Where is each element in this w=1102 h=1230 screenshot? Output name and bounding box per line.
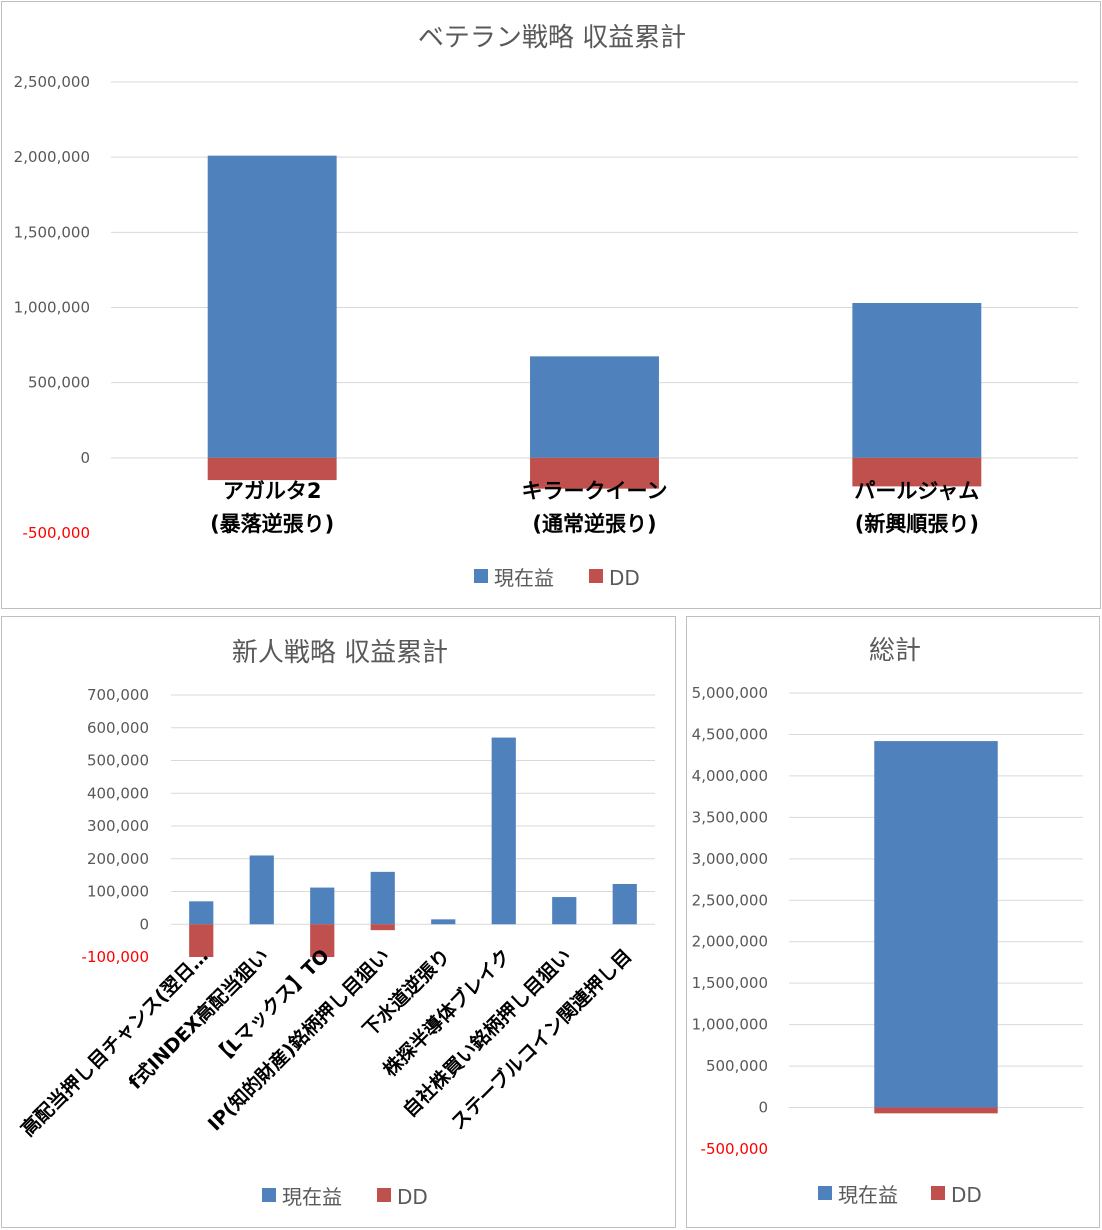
y-tick-label: 400,000 — [87, 784, 149, 802]
legend-label-current: 現在益 — [494, 566, 554, 590]
legend-label-dd: DD — [951, 1183, 982, 1207]
bar-current-profit — [552, 897, 577, 925]
y-tick-label: 600,000 — [87, 719, 149, 737]
bar-drawdown — [207, 457, 337, 481]
bar-current-profit — [530, 356, 659, 458]
veteran-chart-panel: ベテラン戦略 収益累計 2,500,000 2,000,000 1,500,000 1… — [1, 1, 1101, 609]
y-tick-label: 200,000 — [87, 850, 149, 868]
y-tick-label: 100,000 — [87, 883, 149, 901]
veteran-chart-title: ベテラン戦略 収益累計 — [418, 23, 686, 53]
legend-swatch-dd — [589, 569, 603, 583]
y-tick-label: 4,000,000 — [692, 767, 768, 785]
y-tick-label: 500,000 — [87, 752, 149, 770]
bar-drawdown — [310, 924, 335, 957]
y-tick-label: 1,000,000 — [14, 299, 90, 317]
y-tick-label: 0 — [758, 1099, 768, 1117]
bar-current-profit — [491, 737, 516, 925]
legend-label-current: 現在益 — [838, 1183, 898, 1207]
y-tick-label: 2,500,000 — [692, 891, 768, 909]
rookie-chart-title: 新人戦略 収益累計 — [232, 638, 448, 668]
y-tick-label: 4,500,000 — [692, 725, 768, 743]
total-legend: 現在益 DD — [818, 1183, 982, 1207]
legend-label-current: 現在益 — [282, 1185, 342, 1209]
y-tick-label: 500,000 — [706, 1057, 768, 1075]
veteran-legend: 現在益 DD — [474, 566, 640, 590]
y-tick-label: -500,000 — [701, 1140, 768, 1158]
bar-current-profit — [249, 855, 274, 925]
rookie-chart-svg: 新人戦略 収益累計 700,000 600,000 500,000 400,000 30… — [16, 638, 655, 1209]
y-tick-label: 3,000,000 — [692, 850, 768, 868]
total-chart-svg: 総計 5,000,000 4,500,000 4,000,000 3,500,000 3… — [692, 636, 1083, 1207]
bar-current-profit — [612, 883, 637, 925]
category-label: (新興順張り) — [855, 512, 979, 536]
y-tick-label: 3,500,000 — [692, 808, 768, 826]
category-label: (暴落逆張り) — [210, 512, 334, 536]
legend-swatch-current — [818, 1186, 832, 1200]
bar-current-profit — [370, 871, 395, 925]
total-chart-title: 総計 — [869, 636, 921, 666]
legend-label-dd: DD — [397, 1185, 428, 1209]
y-tick-label: 2,000,000 — [14, 148, 90, 166]
legend-swatch-current — [474, 569, 488, 583]
y-tick-label: 1,000,000 — [692, 1016, 768, 1034]
y-tick-label: 500,000 — [28, 374, 90, 392]
y-tick-label: 700,000 — [87, 686, 149, 704]
bar-drawdown — [189, 924, 214, 957]
rookie-legend: 現在益 DD — [262, 1185, 428, 1209]
y-tick-label: 0 — [80, 449, 90, 467]
bar-drawdown — [370, 924, 395, 931]
category-label: (通常逆張り) — [532, 512, 656, 536]
legend-swatch-current — [262, 1188, 276, 1202]
veteran-chart-svg: ベテラン戦略 収益累計 2,500,000 2,000,000 1,500,000 1… — [14, 23, 1078, 590]
bar-drawdown — [530, 457, 659, 489]
total-chart-panel: 総計 5,000,000 4,500,000 4,000,000 3,500,000 3… — [686, 616, 1100, 1228]
category-label: パールジャム — [854, 479, 979, 503]
y-tick-label: -500,000 — [23, 524, 90, 542]
legend-label-dd: DD — [609, 566, 640, 590]
bar-current-profit — [207, 155, 337, 458]
y-tick-label: 1,500,000 — [692, 974, 768, 992]
rookie-chart-panel: 新人戦略 収益累計 700,000 600,000 500,000 400,000 30… — [1, 616, 676, 1228]
y-tick-label: 2,500,000 — [14, 73, 90, 91]
bar-current-profit — [189, 901, 214, 925]
bar-current-profit — [431, 919, 456, 925]
bar-current-profit — [874, 741, 998, 1108]
legend-swatch-dd — [377, 1188, 391, 1202]
category-label: 【Lマックス】TO — [208, 944, 334, 1070]
y-tick-label: 300,000 — [87, 817, 149, 835]
y-tick-label: 1,500,000 — [14, 223, 90, 241]
bar-drawdown — [874, 1107, 998, 1114]
y-tick-label: 2,000,000 — [692, 933, 768, 951]
y-tick-label: 0 — [139, 915, 149, 933]
legend-swatch-dd — [931, 1186, 945, 1200]
category-label: キラークイーン — [522, 479, 668, 503]
category-label: アガルタ2 — [223, 479, 322, 503]
bar-drawdown — [852, 457, 982, 487]
bar-current-profit — [310, 887, 335, 925]
y-tick-label: 5,000,000 — [692, 684, 768, 702]
bar-current-profit — [852, 302, 982, 458]
y-tick-label: -100,000 — [82, 948, 149, 966]
